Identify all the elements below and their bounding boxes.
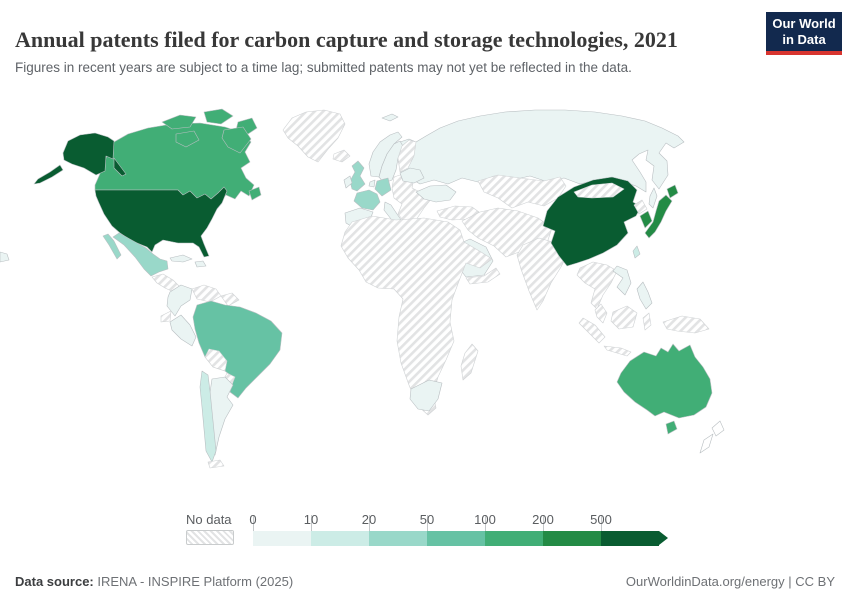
island-hokkaido[interactable]	[666, 184, 679, 199]
island-borneo[interactable]	[610, 305, 638, 330]
legend-bin-200[interactable]	[543, 531, 601, 546]
mexico-baja[interactable]	[102, 233, 122, 260]
footer-right: OurWorldinData.org/energy | CC BY	[626, 574, 835, 589]
country-russia[interactable]	[397, 109, 685, 193]
region-baltics-belarus[interactable]	[399, 167, 425, 184]
canada-victoria-island[interactable]	[175, 130, 200, 148]
us-alaska-panhandle[interactable]	[113, 157, 127, 177]
legend-bin-100[interactable]	[485, 531, 543, 546]
island-tierra-del-fuego[interactable]	[207, 459, 225, 469]
island-sulawesi[interactable]	[642, 312, 652, 331]
country-germany[interactable]	[374, 177, 392, 197]
country-iceland[interactable]	[332, 149, 351, 163]
country-new-zealand-north[interactable]	[711, 420, 725, 437]
legend-bin-10[interactable]	[311, 531, 369, 546]
canada-arctic-island-1[interactable]	[161, 114, 197, 130]
country-australia[interactable]	[616, 343, 713, 419]
region-guyanas[interactable]	[220, 292, 240, 307]
country-ukraine[interactable]	[415, 184, 457, 203]
legend-no-data: No data	[186, 512, 234, 545]
country-philippines[interactable]	[636, 281, 653, 310]
legend-bin-50[interactable]	[427, 531, 485, 546]
region-africa-mainland[interactable]	[340, 215, 493, 416]
country-vietnam[interactable]	[612, 265, 632, 296]
region-arabia-south[interactable]	[465, 267, 501, 285]
legend-color-bar	[253, 515, 668, 546]
legend-bin-500[interactable]	[601, 531, 659, 546]
legend-arrow-icon	[659, 531, 668, 545]
owid-logo-line1: Our World	[772, 16, 836, 31]
legend-color-scale: 0 10 20 50 100 200 500	[249, 512, 683, 546]
data-source-label: Data source:	[15, 574, 94, 589]
us-alaska[interactable]	[62, 132, 115, 176]
country-new-zealand-south[interactable]	[699, 433, 714, 454]
legend-tick-100: 100	[474, 512, 496, 527]
russia-west-sliver[interactable]	[0, 251, 10, 263]
legend-tick-50: 50	[419, 512, 435, 527]
legend-tick-labels: 0 10 20 50 100 200 500	[249, 512, 659, 528]
region-mainland-southeast-asia[interactable]	[576, 261, 618, 310]
region-malay-peninsula[interactable]	[594, 303, 608, 324]
footer: Data source: IRENA - INSPIRE Platform (2…	[15, 574, 835, 589]
country-japan[interactable]	[644, 194, 673, 239]
country-greenland[interactable]	[282, 109, 346, 163]
country-china[interactable]	[542, 176, 642, 267]
page-subtitle: Figures in recent years are subject to a…	[15, 59, 632, 75]
canada-arctic-island-2[interactable]	[203, 108, 234, 125]
country-ecuador[interactable]	[160, 310, 172, 323]
footer-separator: |	[784, 574, 796, 589]
island-sumatra[interactable]	[578, 317, 606, 344]
legend-tick-200: 200	[532, 512, 554, 527]
island-hispaniola[interactable]	[194, 260, 207, 268]
page-title: Annual patents filed for carbon capture …	[15, 26, 678, 52]
us-aleutians[interactable]	[33, 164, 64, 185]
island-sakhalin[interactable]	[648, 187, 658, 209]
country-netherlands[interactable]	[368, 179, 376, 188]
license-label: CC BY	[795, 574, 835, 589]
island-svalbard[interactable]	[381, 113, 399, 122]
country-peru[interactable]	[169, 314, 197, 347]
canada-baffin-island[interactable]	[221, 126, 252, 154]
country-mongolia[interactable]	[573, 182, 625, 199]
legend-tick-10: 10	[303, 512, 319, 527]
country-brazil[interactable]	[192, 300, 283, 399]
legend-no-data-label: No data	[186, 512, 232, 527]
country-ireland[interactable]	[343, 175, 353, 189]
island-tasmania[interactable]	[665, 420, 678, 435]
country-taiwan[interactable]	[632, 245, 641, 259]
country-mexico[interactable]	[112, 232, 169, 277]
legend-bin-0[interactable]	[253, 531, 311, 546]
legend-no-data-swatch[interactable]	[186, 530, 234, 545]
legend-tick-0: 0	[249, 512, 257, 527]
legend-tick-500: 500	[590, 512, 612, 527]
country-france[interactable]	[353, 189, 381, 211]
owid-logo-line2: in Data	[782, 32, 826, 47]
owid-logo: Our World in Data	[766, 12, 842, 55]
owid-url-link[interactable]: OurWorldinData.org/energy	[625, 574, 785, 589]
island-new-guinea[interactable]	[662, 315, 710, 334]
country-chile[interactable]	[199, 370, 217, 463]
country-south-africa[interactable]	[409, 379, 443, 412]
country-bolivia[interactable]	[204, 348, 228, 372]
island-madagascar[interactable]	[460, 343, 479, 381]
island-java[interactable]	[603, 345, 632, 357]
country-colombia[interactable]	[166, 284, 193, 317]
data-source-value: IRENA - INSPIRE Platform (2025)	[93, 574, 294, 589]
country-canada[interactable]	[94, 122, 255, 208]
country-north-korea[interactable]	[633, 199, 648, 215]
legend-bin-20[interactable]	[369, 531, 427, 546]
country-united-kingdom[interactable]	[349, 160, 366, 192]
country-finland[interactable]	[397, 139, 417, 173]
region-kazakhstan-central-asia[interactable]	[477, 174, 567, 209]
canada-newfoundland[interactable]	[248, 186, 262, 201]
country-south-korea[interactable]	[639, 210, 653, 229]
legend-tick-20: 20	[361, 512, 377, 527]
country-venezuela[interactable]	[191, 284, 222, 303]
country-cuba[interactable]	[169, 254, 193, 263]
